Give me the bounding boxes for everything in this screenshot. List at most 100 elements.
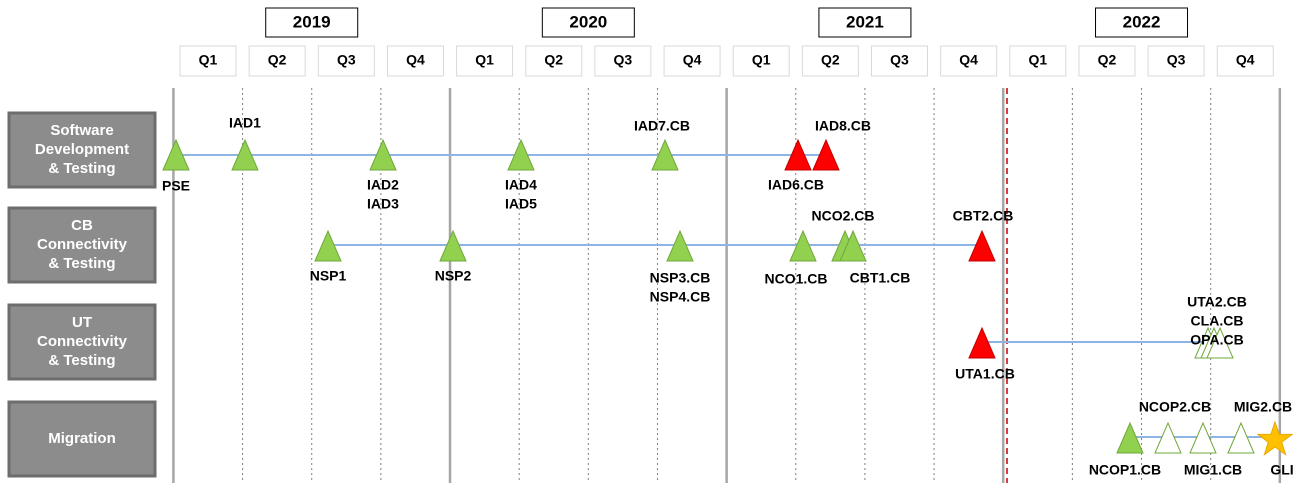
milestone-label: PSE	[162, 178, 190, 194]
quarter-label: Q3	[890, 52, 909, 68]
milestone-label: NSP4.CB	[650, 289, 711, 305]
row-label-box	[7, 111, 157, 189]
year-box	[1095, 7, 1189, 38]
quarter-box	[456, 45, 514, 77]
quarter-label: Q2	[544, 52, 563, 68]
quarter-label: Q2	[1098, 52, 1117, 68]
quarter-box	[1009, 45, 1067, 77]
quarter-box	[386, 45, 444, 77]
milestone-triangle	[439, 229, 467, 262]
row-label-box	[7, 206, 157, 284]
quarter-label: Q3	[1167, 52, 1186, 68]
milestone-label: IAD2	[367, 177, 399, 193]
milestone-triangle	[231, 138, 259, 171]
year-box	[541, 7, 635, 38]
milestone-label: MIG1.CB	[1184, 462, 1242, 478]
quarter-label: Q4	[683, 52, 702, 68]
quarter-box	[525, 45, 583, 77]
quarter-label: Q4	[406, 52, 425, 68]
quarter-label: Q4	[1236, 52, 1255, 68]
milestone-label: UTA1.CB	[955, 366, 1015, 382]
quarter-label: Q1	[752, 52, 771, 68]
milestone-triangle	[1227, 421, 1255, 454]
quarter-label: Q3	[337, 52, 356, 68]
row-label-box	[7, 303, 157, 381]
milestone-triangle	[839, 229, 867, 262]
milestone-triangle	[1206, 326, 1234, 359]
row-label: CB	[71, 217, 93, 234]
quarter-box	[940, 45, 998, 77]
quarter-box	[1216, 45, 1274, 77]
quarter-label: Q1	[475, 52, 494, 68]
quarter-box	[1078, 45, 1136, 77]
year-box	[265, 7, 359, 38]
milestone-label: CBT1.CB	[850, 270, 911, 286]
milestone-triangle	[784, 138, 812, 171]
milestone-triangle	[1189, 421, 1217, 454]
milestone-label: CLA.CB	[1191, 313, 1244, 329]
quarter-box	[179, 45, 237, 77]
milestone-triangle	[1154, 421, 1182, 454]
quarter-label: Q2	[821, 52, 840, 68]
row-label: & Testing	[48, 255, 115, 272]
milestone-label: OPA.CB	[1190, 332, 1243, 348]
milestone-triangle	[666, 229, 694, 262]
milestone-triangle	[789, 229, 817, 262]
milestone-label: UTA2.CB	[1187, 294, 1247, 310]
milestone-label: IAD6.CB	[768, 177, 824, 193]
row-label-box	[7, 400, 157, 478]
quarter-label: Q3	[614, 52, 633, 68]
row-label: Development	[35, 141, 129, 158]
milestone-label: CBT2.CB	[953, 208, 1014, 224]
quarter-box	[594, 45, 652, 77]
year-label: 2021	[846, 12, 884, 31]
quarter-box	[871, 45, 928, 77]
milestone-label: IAD1	[229, 115, 261, 131]
quarter-label: Q4	[959, 52, 978, 68]
milestone-triangle	[369, 138, 397, 171]
quarter-label: Q2	[268, 52, 287, 68]
milestone-triangle	[651, 138, 679, 171]
row-label: UT	[72, 314, 92, 331]
row-label: Software	[50, 122, 113, 139]
milestone-label: IAD7.CB	[634, 118, 690, 134]
milestone-triangle	[162, 138, 190, 171]
milestone-label: NCOP2.CB	[1139, 399, 1211, 415]
milestone-triangle	[507, 138, 535, 171]
quarter-box	[663, 45, 721, 77]
milestone-label: NSP3.CB	[650, 270, 711, 286]
milestone-label: MIG2.CB	[1234, 399, 1292, 415]
milestone-label: NSP2	[435, 268, 472, 284]
milestone-triangle	[314, 229, 342, 262]
row-label: Migration	[48, 430, 116, 447]
year-label: 2020	[569, 12, 607, 31]
quarter-box	[317, 45, 375, 77]
milestone-label: NCOP1.CB	[1089, 462, 1161, 478]
milestone-label: NCO1.CB	[764, 271, 827, 287]
milestone-label: NSP1	[310, 268, 347, 284]
year-box	[818, 7, 912, 38]
quarter-box	[801, 45, 859, 77]
quarter-label: Q1	[1028, 52, 1047, 68]
year-label: 2022	[1123, 12, 1161, 31]
milestone-triangle	[968, 326, 996, 359]
quarter-box	[248, 45, 306, 77]
milestone-label: IAD8.CB	[815, 118, 871, 134]
milestone-label: IAD4	[505, 177, 537, 193]
row-label: & Testing	[48, 352, 115, 369]
milestone-star	[1256, 420, 1294, 456]
milestone-triangle	[968, 229, 996, 262]
row-label: Connectivity	[37, 333, 128, 350]
milestone-label: IAD3	[367, 196, 399, 212]
year-label: 2019	[293, 12, 331, 31]
quarter-label: Q1	[199, 52, 218, 68]
milestone-label: GLI	[1270, 462, 1293, 478]
quarter-box	[732, 45, 790, 77]
milestone-label: IAD5	[505, 196, 537, 212]
quarter-box	[1147, 45, 1205, 77]
milestone-label: NCO2.CB	[811, 208, 874, 224]
row-label: & Testing	[48, 160, 115, 177]
milestone-triangle	[1116, 421, 1144, 454]
milestone-triangle	[812, 138, 840, 171]
